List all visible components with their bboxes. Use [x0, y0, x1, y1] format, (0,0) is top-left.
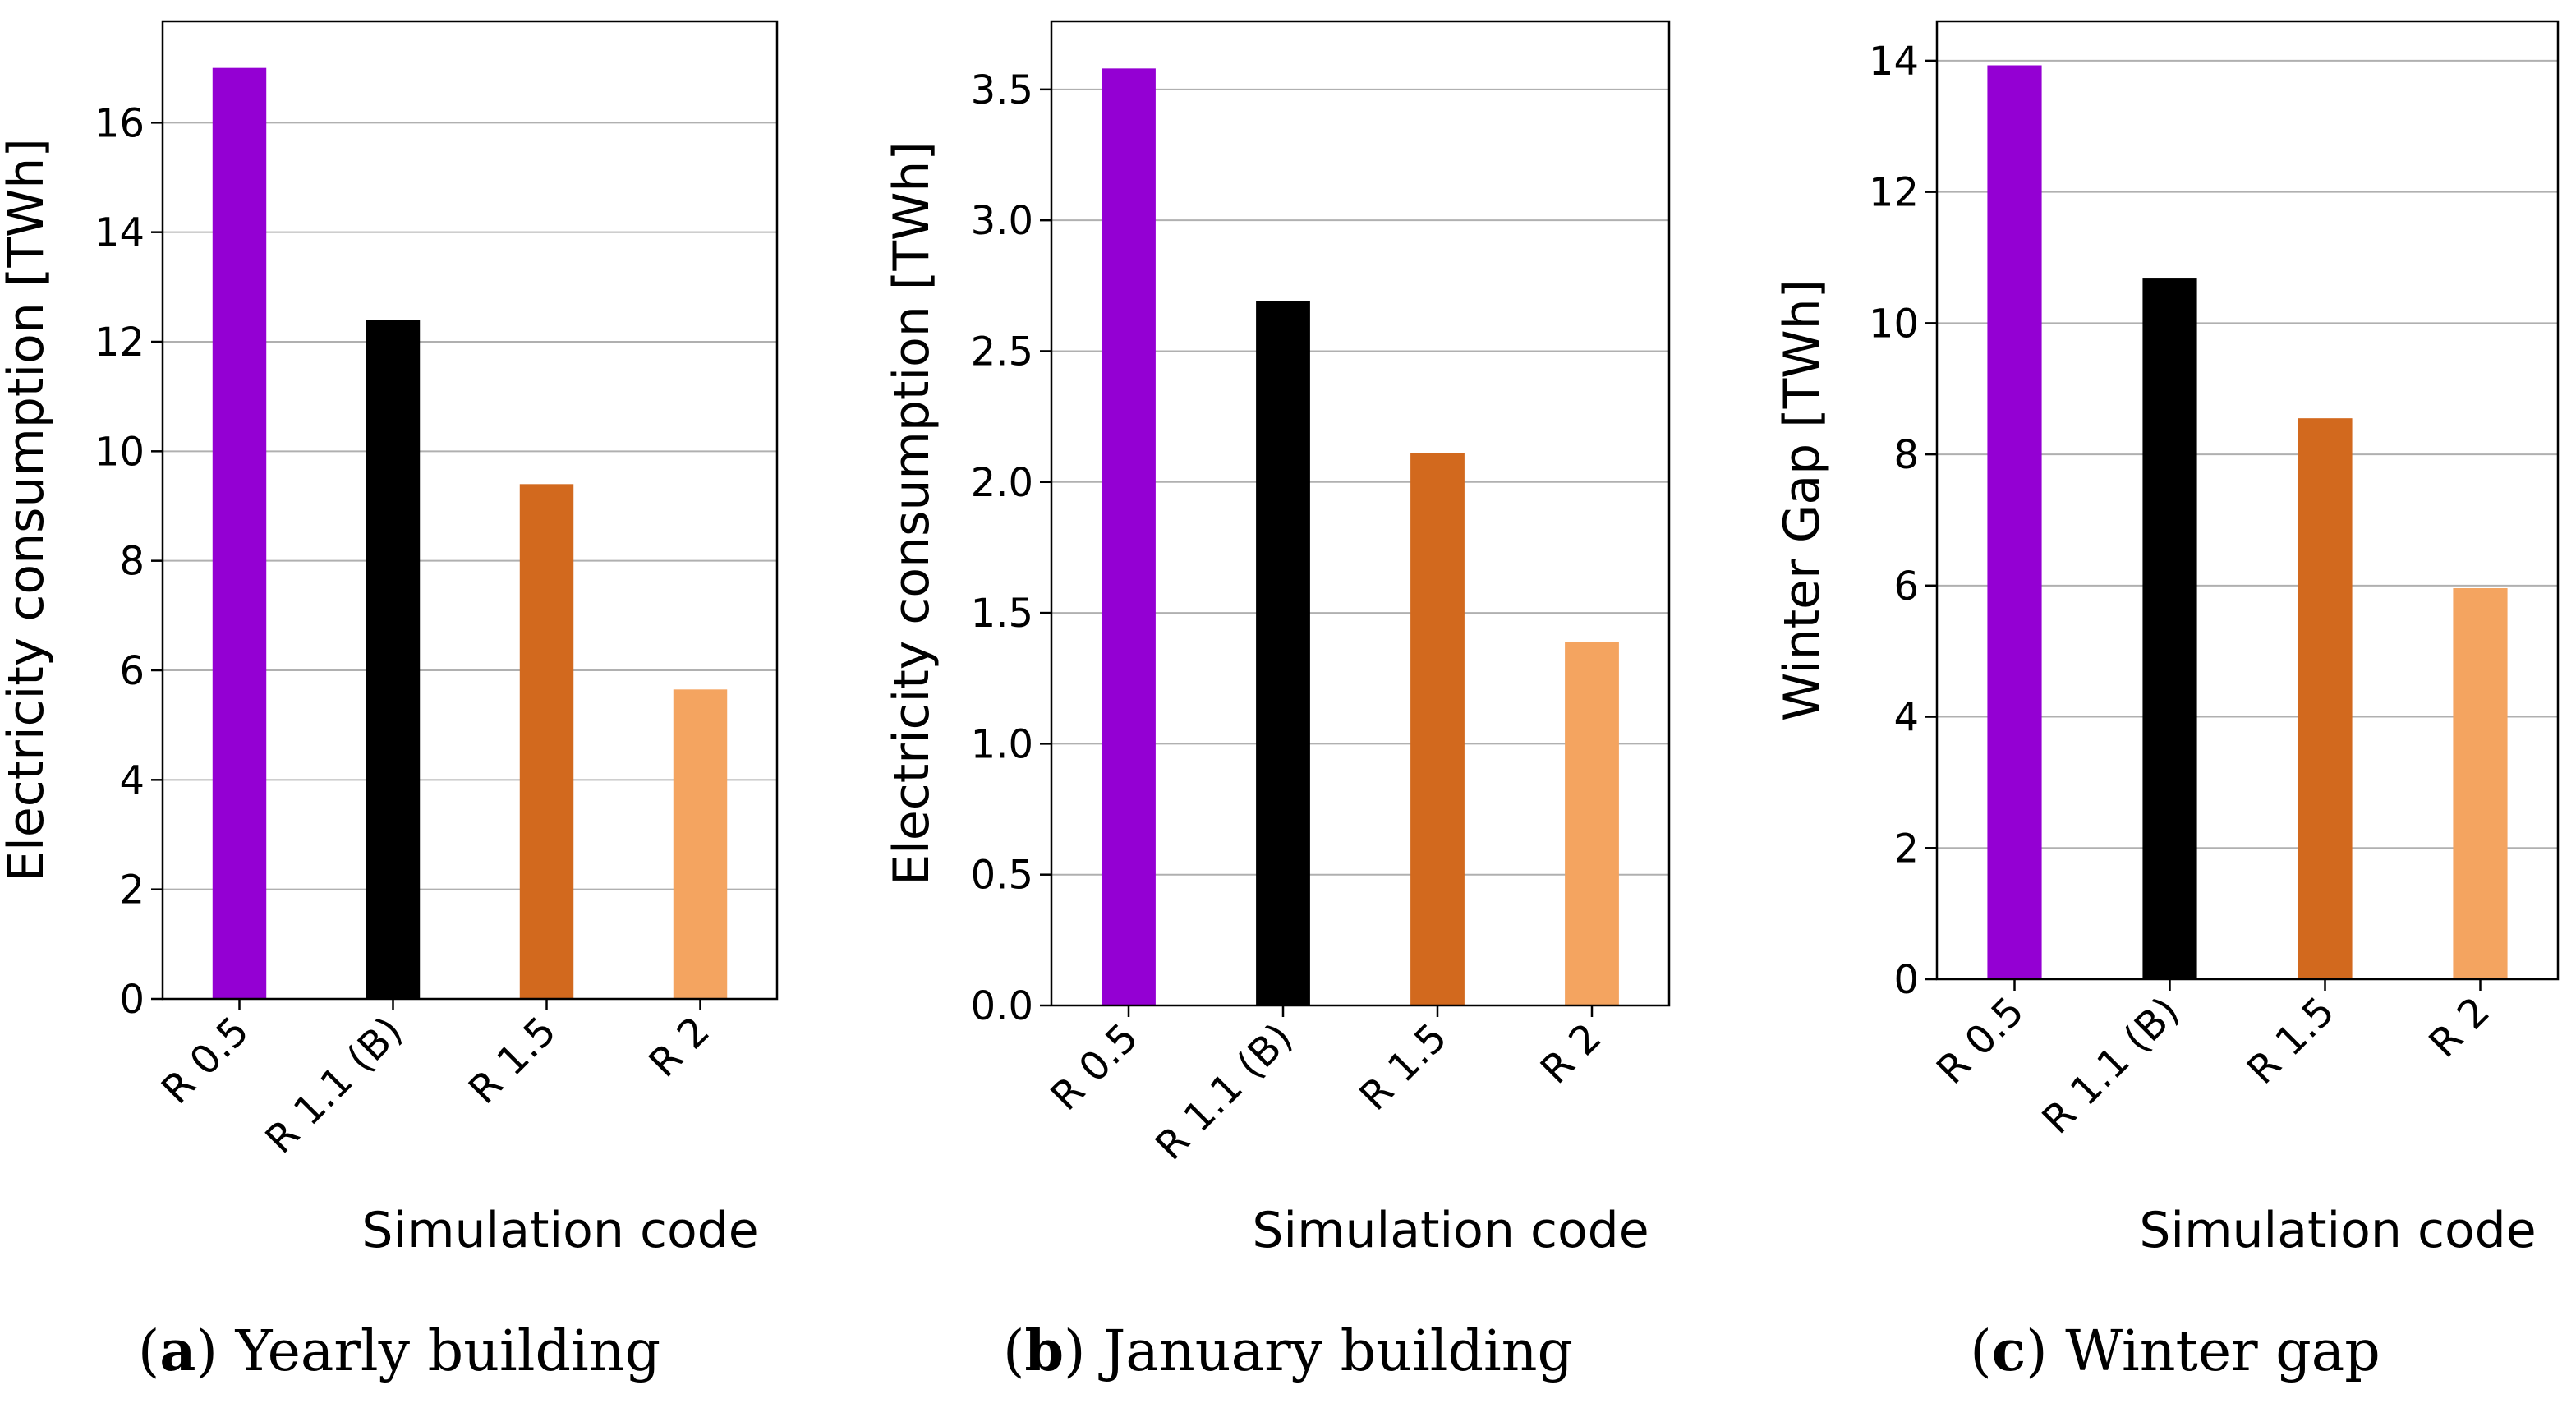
y-tick-label: 3.5: [971, 67, 1033, 113]
x-axis-label: Simulation code: [1252, 1202, 1649, 1259]
bar-3: [2298, 418, 2353, 979]
y-tick-label: 6: [1893, 564, 1919, 610]
bar-3: [519, 484, 574, 999]
y-tick-label: 1.0: [971, 721, 1033, 767]
y-tick-label: 16: [94, 100, 145, 146]
bar-2: [366, 320, 421, 999]
bar-4: [1565, 642, 1619, 1005]
subfigure-caption: (b) January building: [1003, 1318, 1573, 1384]
bar-3: [1410, 453, 1465, 1005]
chart-panel-a: 0 2 4 6 8 10 12 14 16 R 0.5R 1.1 (B) R 1.5 R 2 Elect…: [0, 20, 779, 1384]
y-tick-label: 10: [94, 429, 145, 475]
caption-text: Yearly building: [235, 1319, 660, 1384]
y-tick-label: 6: [119, 648, 145, 694]
bar-4: [673, 689, 728, 999]
x-tick-label: R 2: [2420, 988, 2499, 1067]
y-tick-label: 8: [119, 539, 145, 585]
plot-frame: [161, 20, 779, 1001]
y-tick-label: 3.0: [971, 198, 1033, 244]
y-tick-label: 1.5: [971, 591, 1033, 637]
y-tick-label: 4: [1893, 695, 1919, 741]
plot-frame: [1050, 20, 1671, 1007]
x-tick-label: R 1.5: [2238, 988, 2344, 1093]
y-tick-label: 14: [1869, 39, 1919, 85]
plot-frame: [1935, 20, 2560, 981]
x-axis-label: Simulation code: [361, 1202, 758, 1259]
y-axis-label: Winter Gap [TWh]: [1773, 279, 1831, 721]
caption-open-paren: (: [1003, 1319, 1025, 1384]
y-tick-label: 14: [94, 210, 145, 256]
subfigure-caption: (a) Yearly building: [138, 1318, 660, 1384]
x-tick-label: R 2: [640, 1008, 719, 1087]
caption-close-paren: ): [2026, 1319, 2065, 1384]
y-tick-label: 0: [1893, 957, 1919, 1003]
caption-open-paren: (: [138, 1319, 160, 1384]
bar-1: [1987, 65, 2042, 980]
y-tick-label: 10: [1869, 301, 1919, 347]
y-tick-label: 0: [119, 977, 145, 1023]
y-axis-label: Electricity consumption [TWh]: [0, 138, 55, 881]
bar-4: [2453, 588, 2508, 979]
caption-open-paren: (: [1970, 1319, 1992, 1384]
x-tick-label: R 0.5: [1042, 1015, 1148, 1120]
y-axis-label: Electricity consumption [TWh]: [883, 141, 941, 885]
y-tick-label: 12: [1869, 170, 1919, 216]
subfigure-caption: (c) Winter gap: [1970, 1318, 2380, 1384]
bar-1: [212, 67, 267, 1000]
caption-text: Winter gap: [2065, 1319, 2380, 1384]
x-tick-label: R 0.5: [1928, 988, 2033, 1093]
x-tick-label: R 1.1 (B): [256, 1008, 412, 1163]
caption-text: January building: [1098, 1319, 1573, 1384]
y-tick-label: 0.0: [971, 983, 1033, 1029]
chart-panel-c: 0 2 4 6 8 10 12 14 R 0.5 R 1.1 (B) R 1.5 R 2 Winter …: [1773, 20, 2560, 1384]
x-tick-label: R 1.1 (B): [1147, 1015, 1302, 1170]
bar-2: [1256, 301, 1310, 1005]
x-tick-label: R 1.1 (B): [2033, 988, 2188, 1143]
y-tick-label: 4: [119, 757, 145, 803]
y-tick-label: 0.5: [971, 853, 1033, 899]
y-tick-label: 12: [94, 320, 145, 366]
y-tick-label: 2: [1893, 826, 1919, 872]
caption-letter: c: [1992, 1318, 2026, 1384]
y-tick-label: 2.0: [971, 460, 1033, 506]
bar-2: [2142, 278, 2197, 980]
x-tick-label: R 1.5: [1351, 1015, 1456, 1120]
caption-close-paren: ): [1064, 1319, 1103, 1384]
x-tick-label: R 2: [1532, 1015, 1611, 1093]
caption-letter: b: [1024, 1318, 1064, 1384]
y-tick-label: 8: [1893, 432, 1919, 478]
caption-close-paren: ): [196, 1319, 235, 1384]
y-tick-label: 2: [119, 867, 145, 913]
x-tick-label: R 1.5: [460, 1008, 565, 1113]
x-tick-label: R 0.5: [153, 1008, 258, 1113]
y-tick-label: 2.5: [971, 329, 1033, 375]
bar-1: [1102, 68, 1156, 1005]
chart-panel-b: 0.0 0.5 1.0 1.5 2.0 2.5 3.0 3.5 R 0.5 R 1.1 (B) R …: [883, 20, 1671, 1384]
caption-letter: a: [159, 1318, 196, 1384]
x-axis-label: Simulation code: [2139, 1202, 2536, 1259]
